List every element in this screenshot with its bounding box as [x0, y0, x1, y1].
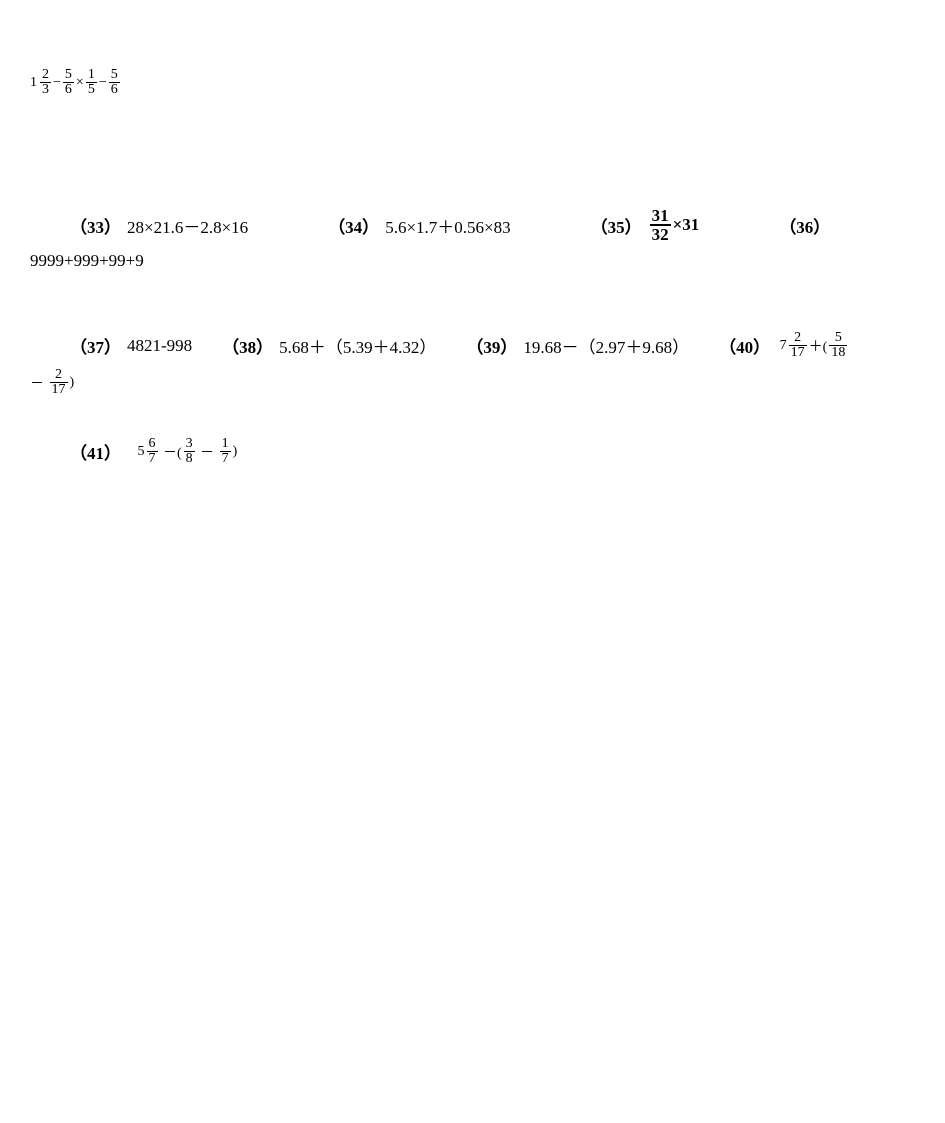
problems-row-4: （41） 5 6 7 －( 3 8 － 1 7 )	[30, 437, 915, 466]
denominator: 7	[220, 451, 231, 466]
denominator: 17	[50, 382, 68, 397]
tail-text: ×31	[673, 215, 700, 235]
numerator: 5	[833, 331, 844, 345]
fraction-1-7: 1 7	[220, 437, 231, 466]
denominator: 6	[109, 82, 120, 97]
problem-number-38: （38）	[222, 333, 273, 358]
mid-text: －(	[160, 442, 182, 462]
fraction-2-17: 2 17	[789, 331, 807, 360]
problems-row-3b: － 2 17 )	[30, 368, 915, 397]
fraction-5-18: 5 18	[829, 331, 847, 360]
denominator: 3	[40, 82, 51, 97]
denominator: 32	[650, 224, 671, 243]
operator-minus: −	[99, 75, 107, 91]
problem-33-expression: 28×21.6－2.8×16	[127, 213, 248, 238]
operator-minus: −	[53, 75, 61, 91]
mid-text: ＋(	[809, 336, 828, 356]
numerator: 2	[792, 331, 803, 345]
numerator: 1	[220, 437, 231, 451]
fraction-1: 2 3	[40, 68, 51, 97]
cont-op: －	[30, 373, 48, 393]
problem-number-40: （40）	[719, 333, 770, 358]
expression-row-1: 1 2 3 − 5 6 × 1 5 − 5 6	[30, 68, 915, 97]
problem-37-expression: 4821-998	[127, 336, 192, 356]
fraction-2: 5 6	[63, 68, 74, 97]
denominator: 17	[789, 345, 807, 360]
problem-40-expression-part1: 7 2 17 ＋( 5 18	[776, 331, 849, 360]
problem-number-34: （34）	[328, 213, 379, 238]
fraction-31-32: 31 32	[650, 207, 671, 243]
problem-34-expression: 5.6×1.7＋0.56×83	[385, 213, 510, 238]
numerator: 5	[109, 68, 120, 82]
problem-35-expression: 31 32 ×31	[648, 207, 700, 243]
denominator: 6	[63, 82, 74, 97]
problems-row-2b: 9999+999+99+9	[30, 251, 915, 271]
problems-row-3a: （37） 4821-998 （38） 5.68＋（5.39＋4.32） （39）…	[30, 331, 915, 360]
lead-text: 5	[127, 444, 145, 460]
numerator: 6	[147, 437, 158, 451]
problem-number-33: （33）	[70, 213, 121, 238]
page: 1 2 3 − 5 6 × 1 5 − 5 6 （33） 28×21.6－2.8…	[0, 0, 945, 504]
denominator: 7	[147, 451, 158, 466]
problem-number-41: （41）	[70, 439, 121, 464]
denominator: 18	[829, 345, 847, 360]
fraction-4: 5 6	[109, 68, 120, 97]
close-paren: )	[233, 444, 238, 460]
numerator: 2	[53, 368, 64, 382]
problem-41-expression: 5 6 7 －( 3 8 － 1 7 )	[127, 437, 237, 466]
mid2-text: －	[197, 442, 218, 462]
numerator: 31	[650, 207, 671, 224]
problem-39-expression: 19.68－（2.97＋9.68）	[523, 333, 689, 358]
fraction-6-7: 6 7	[147, 437, 158, 466]
close-paren: )	[70, 375, 75, 391]
fraction-3: 1 5	[86, 68, 97, 97]
mixed-number: 1 2 3	[30, 68, 53, 97]
fraction-3-8: 3 8	[184, 437, 195, 466]
numerator: 5	[63, 68, 74, 82]
fraction-2-17b: 2 17	[50, 368, 68, 397]
numerator: 2	[40, 68, 51, 82]
problems-row-2a: （33） 28×21.6－2.8×16 （34） 5.6×1.7＋0.56×83…	[30, 207, 915, 243]
lead-text: 7	[776, 338, 787, 354]
numerator: 1	[86, 68, 97, 82]
problem-number-37: （37）	[70, 333, 121, 358]
operator-times: ×	[76, 75, 84, 91]
denominator: 8	[184, 451, 195, 466]
problem-36-expression: 9999+999+99+9	[30, 251, 144, 271]
denominator: 5	[86, 82, 97, 97]
mixed-whole: 1	[30, 75, 37, 91]
problem-number-36: （36）	[779, 213, 830, 238]
problem-38-expression: 5.68＋（5.39＋4.32）	[279, 333, 436, 358]
problem-number-39: （39）	[466, 333, 517, 358]
numerator: 3	[184, 437, 195, 451]
problem-number-35: （35）	[591, 213, 642, 238]
problem-40-expression-part2: － 2 17 )	[30, 368, 74, 397]
